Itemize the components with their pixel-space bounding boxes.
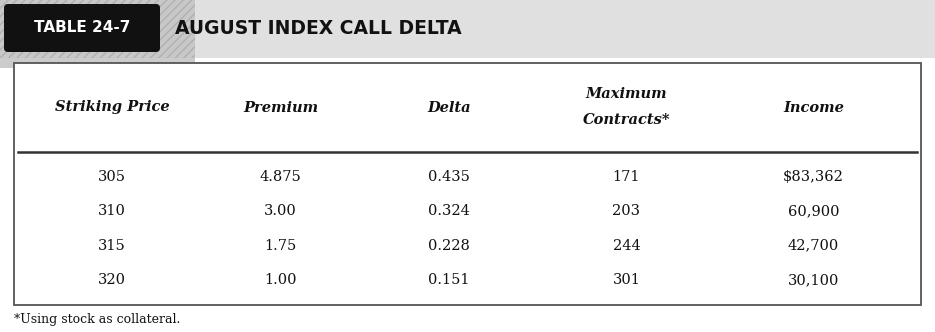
Text: Income: Income: [783, 101, 844, 115]
Text: Contracts*: Contracts*: [583, 114, 670, 127]
Text: Maximum: Maximum: [585, 88, 668, 102]
Text: 320: 320: [98, 273, 126, 287]
Text: $83,362: $83,362: [783, 170, 844, 184]
Text: 305: 305: [98, 170, 126, 184]
Text: 171: 171: [612, 170, 640, 184]
Text: 4.875: 4.875: [260, 170, 301, 184]
Text: 30,100: 30,100: [788, 273, 839, 287]
Text: Delta: Delta: [427, 101, 470, 115]
Bar: [0, 58, 195, 68]
Text: AUGUST INDEX CALL DELTA: AUGUST INDEX CALL DELTA: [175, 20, 462, 39]
Bar: [14, 63, 921, 305]
Bar: [0, 0, 195, 58]
Text: 60,900: 60,900: [787, 205, 840, 218]
Text: *Using stock as collateral.: *Using stock as collateral.: [14, 313, 180, 326]
Text: Striking Price: Striking Price: [55, 101, 169, 115]
Text: 1.00: 1.00: [265, 273, 296, 287]
Text: 0.151: 0.151: [428, 273, 469, 287]
Text: 0.324: 0.324: [428, 205, 469, 218]
Text: 203: 203: [612, 205, 640, 218]
Bar: [0, 0, 195, 58]
Text: 244: 244: [612, 239, 640, 253]
FancyBboxPatch shape: [4, 4, 160, 52]
Text: TABLE 24-7: TABLE 24-7: [34, 21, 130, 36]
Bar: [0, 0, 935, 58]
Text: Premium: Premium: [243, 101, 318, 115]
Text: 0.435: 0.435: [428, 170, 469, 184]
Text: 315: 315: [98, 239, 126, 253]
Text: 3.00: 3.00: [264, 205, 297, 218]
Text: 0.228: 0.228: [428, 239, 469, 253]
Text: 301: 301: [612, 273, 640, 287]
Text: 310: 310: [98, 205, 126, 218]
Text: 42,700: 42,700: [788, 239, 839, 253]
Text: 1.75: 1.75: [265, 239, 296, 253]
